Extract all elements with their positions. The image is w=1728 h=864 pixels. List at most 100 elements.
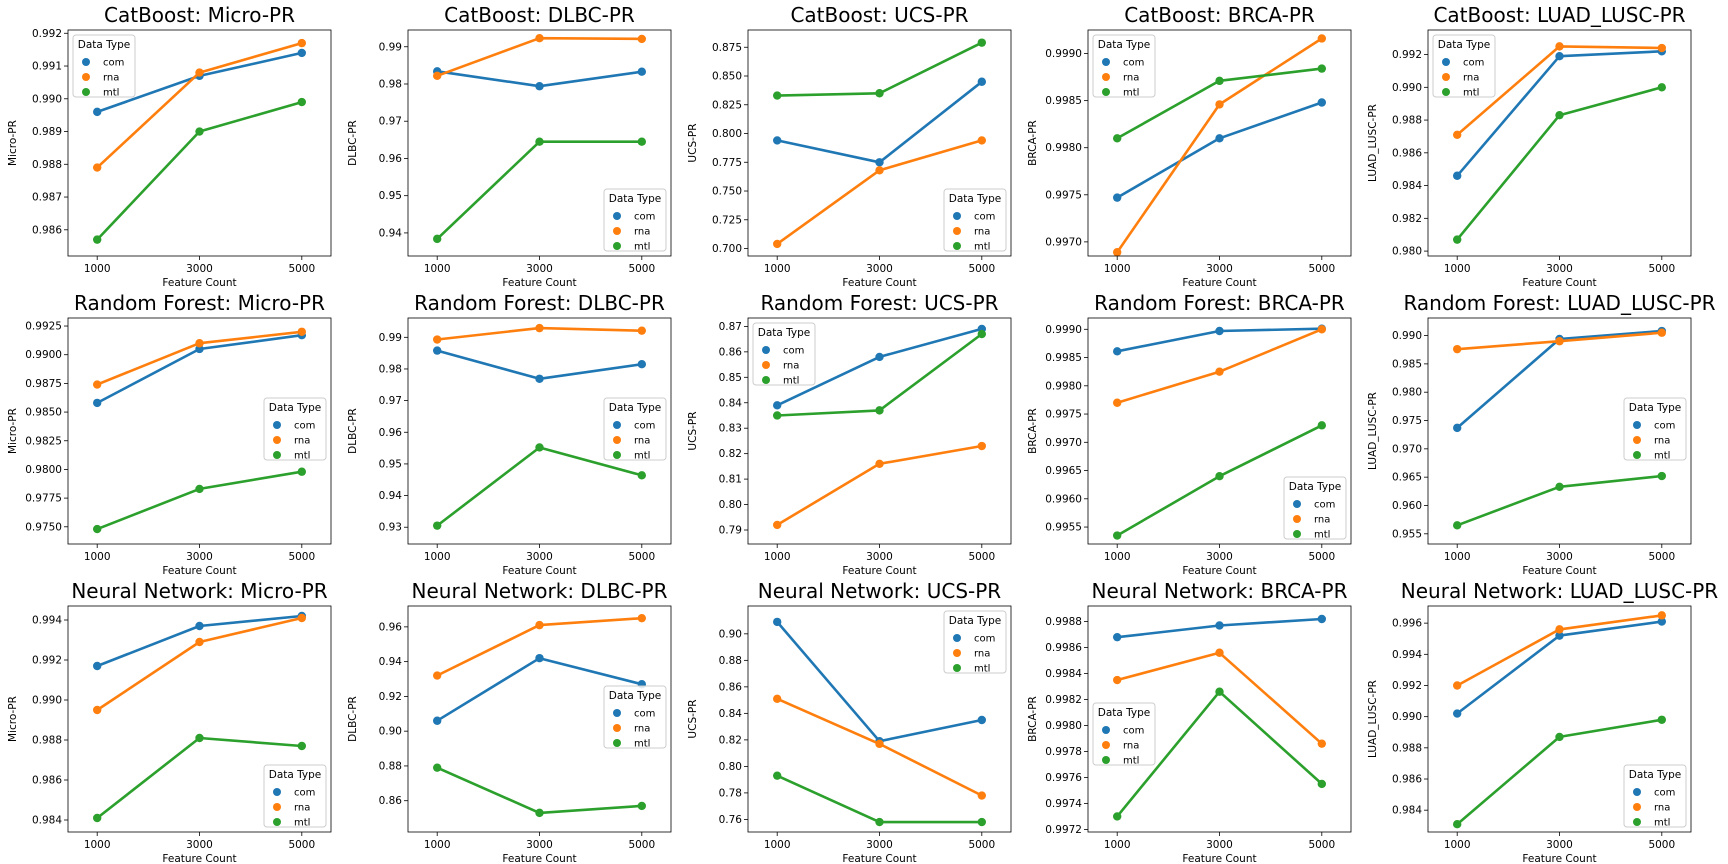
data-point-mtl bbox=[297, 97, 307, 107]
y-tick-label: 0.985 bbox=[1392, 358, 1422, 370]
legend-box bbox=[1623, 397, 1687, 461]
chart-2: CatBoost: UCS-PR 0.700 0.725 0.750 0.775 0.80… bbox=[687, 3, 1012, 289]
legend-label-mtl: mtl bbox=[634, 451, 650, 462]
data-point-com bbox=[1317, 98, 1327, 107]
y-tick-label: 0.984 bbox=[1392, 805, 1422, 817]
data-point-rna bbox=[977, 791, 987, 800]
y-axis-label: Micro-PR bbox=[7, 408, 19, 454]
series-line-mtl bbox=[1456, 86, 1663, 241]
legend-marker-mtl bbox=[273, 818, 281, 826]
y-tick-label: 0.9900 bbox=[25, 349, 62, 361]
legend-label-com: com bbox=[1463, 58, 1484, 69]
y-tick-label: 0.988 bbox=[1392, 742, 1422, 754]
x-tick-label: 1000 bbox=[1444, 263, 1471, 275]
x-axis-label: Feature Count bbox=[502, 277, 576, 289]
legend-box bbox=[943, 610, 1007, 674]
legend-marker-mtl bbox=[953, 664, 961, 672]
x-tick-label: 3000 bbox=[526, 263, 553, 275]
legend-label-rna: rna bbox=[294, 436, 310, 447]
y-tick-label: 0.986 bbox=[1392, 774, 1422, 786]
series-line-rna bbox=[776, 444, 983, 527]
y-tick-label: 0.9850 bbox=[25, 407, 62, 419]
y-tick-label: 0.9980 bbox=[1045, 380, 1082, 392]
y-tick-label: 0.990 bbox=[32, 93, 62, 105]
data-point-mtl bbox=[1452, 521, 1462, 530]
y-tick-label: 0.9775 bbox=[25, 493, 62, 505]
data-point-mtl bbox=[432, 763, 442, 772]
series-line-mtl bbox=[96, 100, 303, 241]
x-tick-label: 3000 bbox=[526, 839, 553, 851]
legend-label-rna: rna bbox=[1654, 803, 1670, 814]
plot-frame bbox=[1087, 605, 1352, 833]
legend-marker-com bbox=[1102, 58, 1110, 66]
legend-box bbox=[263, 397, 327, 461]
legend-marker-mtl bbox=[613, 739, 621, 747]
plot-frame bbox=[407, 317, 672, 545]
data-point-mtl bbox=[1657, 471, 1667, 481]
y-tick-label: 0.90 bbox=[379, 726, 402, 738]
data-point-mtl bbox=[1317, 64, 1327, 73]
x-tick-label: 5000 bbox=[1308, 551, 1335, 563]
data-point-rna bbox=[1215, 648, 1224, 657]
data-point-mtl bbox=[1657, 83, 1667, 92]
y-tick-label: 0.90 bbox=[719, 628, 742, 640]
data-point-rna bbox=[92, 705, 102, 715]
data-point-rna bbox=[535, 33, 544, 43]
y-tick-label: 0.9825 bbox=[25, 435, 62, 447]
y-tick-label: 0.76 bbox=[719, 814, 743, 826]
data-point-mtl bbox=[1555, 110, 1564, 120]
data-point-com bbox=[195, 621, 204, 631]
plot-frame bbox=[407, 29, 672, 257]
x-tick-label: 5000 bbox=[288, 839, 315, 851]
data-point-com bbox=[92, 661, 102, 671]
chart-title: CatBoost: LUAD_LUSC-PR bbox=[1433, 3, 1685, 27]
y-tick-label: 0.9976 bbox=[1045, 772, 1082, 784]
chart-title: Random Forest: Micro-PR bbox=[74, 291, 325, 315]
x-tick-label: 5000 bbox=[968, 839, 995, 851]
legend-box bbox=[752, 322, 816, 386]
legend-marker-mtl bbox=[953, 242, 961, 250]
legend-label-com: com bbox=[1123, 58, 1144, 69]
x-tick-label: 1000 bbox=[1444, 551, 1471, 563]
y-tick-label: 0.994 bbox=[32, 615, 62, 627]
y-tick-label: 0.94 bbox=[379, 490, 403, 502]
data-point-mtl bbox=[1112, 134, 1122, 143]
data-point-com bbox=[535, 82, 544, 91]
data-point-rna bbox=[1452, 681, 1462, 690]
data-point-rna bbox=[1555, 625, 1564, 634]
legend-marker-mtl bbox=[613, 242, 621, 250]
data-point-mtl bbox=[977, 329, 987, 339]
y-tick-label: 0.992 bbox=[32, 655, 62, 667]
y-tick-label: 0.875 bbox=[712, 42, 742, 54]
data-point-rna bbox=[1555, 337, 1564, 346]
data-point-com bbox=[1657, 617, 1667, 626]
y-tick-label: 0.9955 bbox=[1045, 522, 1082, 534]
x-tick-label: 1000 bbox=[424, 839, 451, 851]
y-tick-label: 0.989 bbox=[32, 126, 62, 138]
x-axis-label: Feature Count bbox=[1182, 853, 1256, 864]
data-point-com bbox=[1215, 621, 1224, 630]
plot-frame bbox=[1087, 29, 1352, 257]
legend-title: Data Type bbox=[949, 193, 1002, 205]
data-point-rna bbox=[772, 694, 782, 703]
data-point-mtl bbox=[1452, 820, 1462, 829]
legend-title: Data Type bbox=[1438, 39, 1491, 51]
data-point-mtl bbox=[92, 235, 102, 244]
data-point-mtl bbox=[535, 137, 544, 146]
data-point-com bbox=[1215, 326, 1224, 336]
y-axis-label: Micro-PR bbox=[7, 696, 19, 742]
y-tick-label: 0.95 bbox=[379, 190, 402, 202]
y-tick-label: 0.988 bbox=[32, 159, 62, 171]
y-tick-label: 0.750 bbox=[712, 186, 742, 198]
y-axis-label: LUAD_LUSC-PR bbox=[1367, 680, 1379, 758]
legend-title: Data Type bbox=[609, 690, 662, 702]
legend-label-rna: rna bbox=[1654, 436, 1670, 447]
legend-marker-mtl bbox=[273, 451, 281, 459]
chart-title: CatBoost: UCS-PR bbox=[790, 3, 968, 27]
legend-label-com: com bbox=[1123, 726, 1144, 737]
legend-marker-rna bbox=[1442, 73, 1450, 81]
data-point-mtl bbox=[432, 234, 442, 244]
y-tick-label: 0.986 bbox=[32, 224, 62, 236]
y-tick-label: 0.992 bbox=[1392, 680, 1422, 692]
series-line-com bbox=[436, 349, 642, 381]
